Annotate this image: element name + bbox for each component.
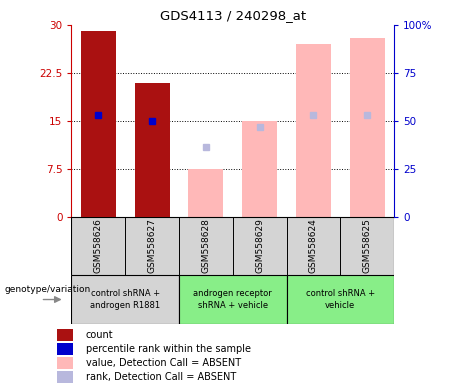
Text: GSM558629: GSM558629: [255, 218, 264, 273]
Text: GSM558628: GSM558628: [201, 218, 210, 273]
Bar: [242, 121, 277, 217]
Text: genotype/variation: genotype/variation: [5, 285, 91, 294]
Bar: [81, 31, 116, 217]
Text: control shRNA +
androgen R1881: control shRNA + androgen R1881: [90, 289, 160, 310]
Text: GSM558624: GSM558624: [309, 218, 318, 273]
Bar: [135, 83, 170, 217]
Text: control shRNA +
vehicle: control shRNA + vehicle: [306, 289, 375, 310]
Title: GDS4113 / 240298_at: GDS4113 / 240298_at: [160, 9, 306, 22]
Text: count: count: [86, 330, 113, 340]
Bar: [71, 275, 179, 324]
Text: GSM558625: GSM558625: [363, 218, 372, 273]
Text: value, Detection Call = ABSENT: value, Detection Call = ABSENT: [86, 358, 241, 368]
Bar: [350, 38, 385, 217]
Text: GSM558626: GSM558626: [94, 218, 103, 273]
Text: androgen receptor
shRNA + vehicle: androgen receptor shRNA + vehicle: [194, 289, 272, 310]
Bar: [57, 343, 73, 355]
Bar: [287, 275, 394, 324]
Text: GSM558627: GSM558627: [148, 218, 157, 273]
Text: rank, Detection Call = ABSENT: rank, Detection Call = ABSENT: [86, 372, 236, 382]
Bar: [57, 371, 73, 383]
Bar: [57, 357, 73, 369]
Bar: [189, 169, 224, 217]
Text: percentile rank within the sample: percentile rank within the sample: [86, 344, 251, 354]
Bar: [57, 329, 73, 341]
Bar: [296, 44, 331, 217]
Bar: [179, 275, 287, 324]
